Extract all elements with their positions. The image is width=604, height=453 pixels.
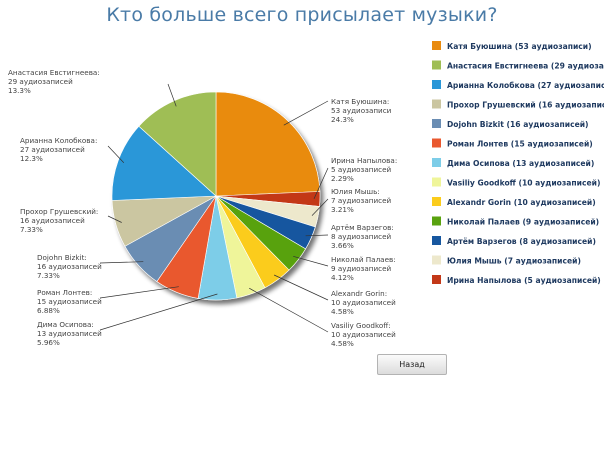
leader-line-анастасия-евстигнеева xyxy=(167,83,177,107)
slice-label-прохор-грушевский-0: Прохор Грушевский: xyxy=(20,207,98,216)
legend-swatch-дима-осипова xyxy=(432,158,441,167)
slice-label-николай-палаев-0: Николай Палаев: xyxy=(331,255,396,264)
legend-item-dojohn-bizkit: Dojohn Bizkit (16 аудиозаписей) xyxy=(447,120,589,129)
slice-label-юлия-мышь-0: Юлия Мышь: xyxy=(331,187,380,196)
legend-swatch-vasiliy-goodkoff xyxy=(432,177,441,187)
slice-label-роман-лонтев-1: 15 аудиозаписей xyxy=(37,297,102,306)
leader-line-прохор-грушевский xyxy=(107,215,122,223)
leader-line-роман-лонтев xyxy=(99,286,179,299)
slice-label-артём-варзегов-2: 3.66% xyxy=(331,241,354,250)
leader-line-николай-палаев xyxy=(293,255,329,267)
slice-label-арианна-колобкова-0: Арианна Колобкова: xyxy=(20,136,97,145)
slice-label-анастасия-евстигнеева-2: 13.3% xyxy=(8,86,31,95)
back-button[interactable]: Назад xyxy=(377,354,447,375)
leader-line-катя-буюшина xyxy=(283,100,329,126)
slice-label-ирина-напылова-1: 5 аудиозаписей xyxy=(331,165,392,174)
slice-label-катя-буюшина-2: 24.3% xyxy=(331,115,354,124)
slice-label-прохор-грушевский-1: 16 аудиозаписей xyxy=(20,216,85,225)
legend-item-николай-палаев: Николай Палаев (9 аудиозаписей) xyxy=(447,217,599,226)
leader-line-vasiliy-goodkoff xyxy=(249,287,329,333)
legend-item-катя-буюшина: Катя Буюшина (53 аудиозаписи) xyxy=(447,42,592,51)
slice-label-артём-варзегов-1: 8 аудиозаписей xyxy=(331,232,392,241)
slice-label-дима-осипова-1: 13 аудиозаписей xyxy=(37,329,102,338)
slice-label-vasiliy-goodkoff-2: 4.58% xyxy=(331,339,354,348)
slice-label-арианна-колобкова-2: 12.3% xyxy=(20,154,43,163)
slice-label-dojohn-bizkit-1: 16 аудиозаписей xyxy=(37,262,102,271)
legend-swatch-арианна-колобкова xyxy=(432,80,441,89)
leader-line-артём-варзегов xyxy=(305,234,329,237)
legend-swatch-катя-буюшина xyxy=(432,41,441,50)
pie-slice-анастасия-евстигнеева xyxy=(138,91,217,197)
leader-line-dojohn-bizkit xyxy=(99,261,144,264)
legend-swatch-роман-лонтев xyxy=(432,138,441,148)
pie-slice-катя-буюшина xyxy=(215,91,321,197)
leader-lines xyxy=(99,83,329,333)
slice-label-катя-буюшина-1: 53 аудиозаписи xyxy=(331,106,392,115)
slice-label-dojohn-bizkit-0: Dojohn Bizkit: xyxy=(37,253,87,262)
legend-item-ирина-напылова: Ирина Напылова (5 аудиозаписей) xyxy=(447,276,601,285)
slice-label-ирина-напылова-0: Ирина Напылова: xyxy=(331,156,397,165)
leader-line-ирина-напылова xyxy=(313,167,329,199)
legend: Катя Буюшина (53 аудиозаписи) Анастасия Е… xyxy=(432,41,604,285)
slice-label-ирина-напылова-2: 2.29% xyxy=(331,174,354,183)
slice-label-vasiliy-goodkoff-0: Vasiliy Goodkoff: xyxy=(331,321,391,330)
slice-label-alexandr-gorin-1: 10 аудиозаписей xyxy=(331,298,396,307)
legend-swatch-dojohn-bizkit xyxy=(432,119,441,128)
slice-label-анастасия-евстигнеева-0: Анастасия Евстигнеева: xyxy=(8,68,100,77)
slice-label-анастасия-евстигнеева-1: 29 аудиозаписей xyxy=(8,77,73,86)
legend-swatch-ирина-напылова xyxy=(432,275,441,284)
chart-title: Кто больше всего присылает музыки? xyxy=(106,4,498,26)
pie-slices xyxy=(111,91,321,301)
pie-slice-арианна-колобкова xyxy=(111,125,217,201)
legend-item-прохор-грушевский: Прохор Грушевский (16 аудиозаписей) xyxy=(447,100,604,109)
slice-label-катя-буюшина-0: Катя Буюшина: xyxy=(331,97,389,106)
slice-label-dojohn-bizkit-2: 7.33% xyxy=(37,271,60,280)
slice-label-роман-лонтев-2: 6.88% xyxy=(37,306,60,315)
legend-item-alexandr-gorin: Alexandr Gorin (10 аудиозаписей) xyxy=(447,198,596,207)
legend-swatch-alexandr-gorin xyxy=(432,197,441,206)
slice-label-прохор-грушевский-2: 7.33% xyxy=(20,225,43,234)
slice-label-дима-осипова-0: Дима Осипова: xyxy=(37,320,94,329)
legend-item-анастасия-евстигнеева: Анастасия Евстигнеева (29 аудиозаписей) xyxy=(447,61,604,70)
legend-item-арианна-колобкова: Арианна Колобкова (27 аудиозаписей) xyxy=(447,81,604,90)
slice-label-юлия-мышь-1: 7 аудиозаписей xyxy=(331,196,392,205)
legend-swatch-юлия-мышь xyxy=(432,255,441,265)
legend-swatch-анастасия-евстигнеева xyxy=(432,60,441,70)
leader-line-арианна-колобкова xyxy=(107,145,125,164)
slice-label-николай-палаев-1: 9 аудиозаписей xyxy=(331,264,392,273)
legend-item-артём-варзегов: Артём Варзегов (8 аудиозаписей) xyxy=(447,237,596,246)
slice-label-арианна-колобкова-1: 27 аудиозаписей xyxy=(20,145,85,154)
leader-line-alexandr-gorin xyxy=(273,274,329,301)
legend-swatch-артём-варзегов xyxy=(432,236,441,245)
legend-item-юлия-мышь: Юлия Мышь (7 аудиозаписей) xyxy=(447,256,581,265)
slice-label-alexandr-gorin-0: Alexandr Gorin: xyxy=(331,289,387,298)
slice-label-vasiliy-goodkoff-1: 10 аудиозаписей xyxy=(331,330,396,339)
leader-line-юлия-мышь xyxy=(311,198,329,216)
slice-label-alexandr-gorin-2: 4.58% xyxy=(331,307,354,316)
legend-item-vasiliy-goodkoff: Vasiliy Goodkoff (10 аудиозаписей) xyxy=(447,178,600,187)
slice-label-дима-осипова-2: 5.96% xyxy=(37,338,60,347)
slice-label-николай-палаев-2: 4.12% xyxy=(331,273,354,282)
slice-label-артём-варзегов-0: Артём Варзегов: xyxy=(331,223,394,232)
legend-swatch-прохор-грушевский xyxy=(432,99,441,109)
slice-label-юлия-мышь-2: 3.21% xyxy=(331,205,354,214)
legend-swatch-николай-палаев xyxy=(432,216,441,226)
legend-item-дима-осипова: Дима Осипова (13 аудиозаписей) xyxy=(447,159,594,168)
legend-item-роман-лонтев: Роман Лонтев (15 аудиозаписей) xyxy=(447,139,593,148)
leader-line-дима-осипова xyxy=(99,293,218,331)
slice-label-роман-лонтев-0: Роман Лонтев: xyxy=(37,288,92,297)
